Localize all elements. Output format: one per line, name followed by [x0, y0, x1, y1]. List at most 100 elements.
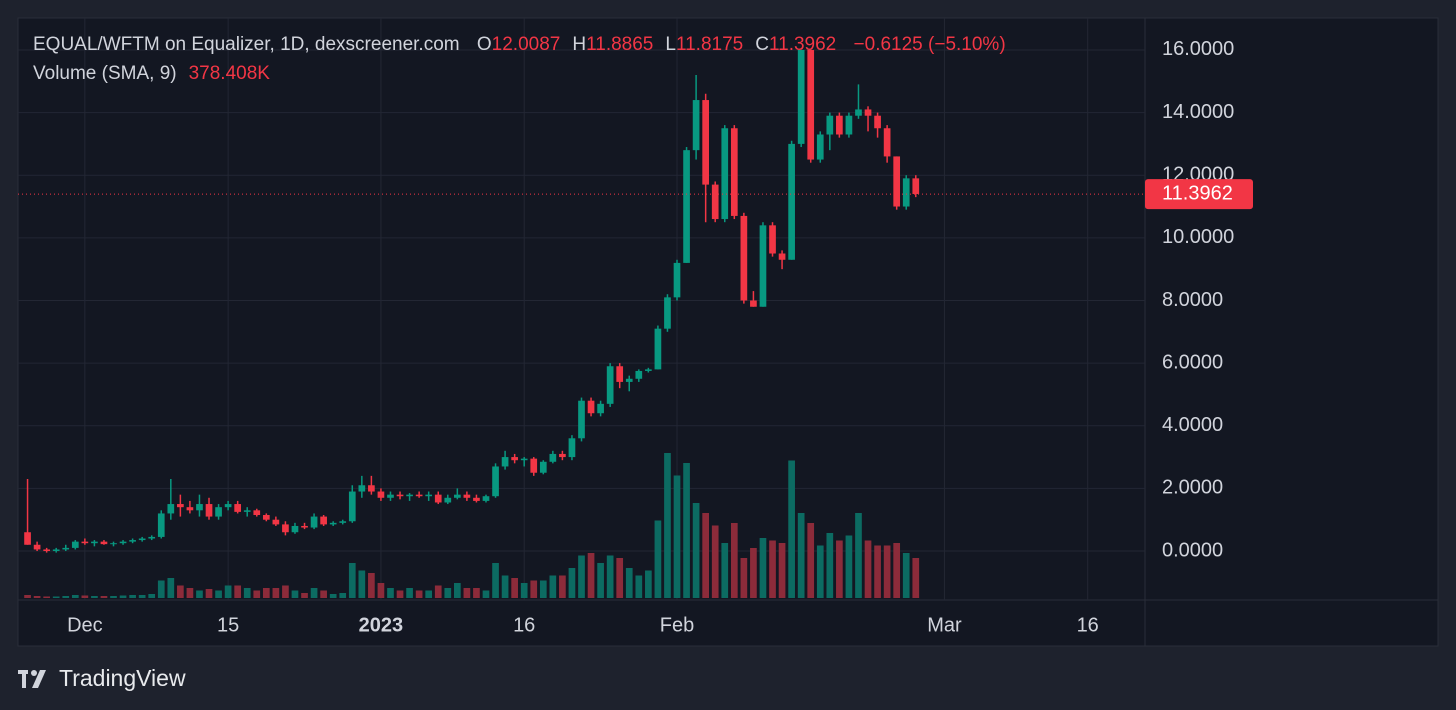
candle-body [912, 178, 920, 195]
candle-body [177, 504, 184, 508]
candle-body [100, 541, 108, 545]
candle-body [310, 516, 318, 528]
volume-bar [62, 596, 70, 598]
volume-bar [119, 595, 127, 598]
volume-bar [855, 513, 862, 598]
legend-label: O [476, 34, 492, 55]
volume-bar [721, 543, 729, 598]
candle-body [196, 504, 203, 511]
volume-bar [282, 585, 289, 598]
candle-body [62, 547, 70, 550]
candle-body [482, 496, 490, 501]
volume-bar [434, 585, 442, 598]
y-tick-label: 2.0000 [1162, 477, 1223, 499]
volume-bar [673, 475, 681, 598]
candle-body [549, 453, 557, 462]
x-tick-label: 2023 [359, 614, 404, 636]
volume-bar [406, 588, 413, 598]
legend-value: 11.8865 [586, 34, 654, 55]
legend-label: L [665, 34, 676, 55]
candle-body [215, 507, 222, 517]
candle-body [530, 458, 538, 473]
volume-bar [702, 513, 710, 598]
candle-body [387, 494, 394, 498]
candle-body [368, 485, 375, 492]
volume-bar [549, 575, 557, 598]
candle-body [234, 504, 242, 512]
candle-body [520, 458, 528, 461]
volume-bar [138, 595, 146, 598]
volume-bar [778, 543, 786, 598]
x-tick-label: Dec [67, 614, 103, 636]
volume-bar [606, 555, 614, 598]
candle-body [406, 494, 413, 497]
candle-body [664, 297, 671, 329]
volume-bar [387, 588, 394, 598]
x-tick-label: 16 [1077, 614, 1099, 636]
last-price-label: 11.3962 [1162, 182, 1233, 204]
candle-body [625, 378, 633, 382]
volume-bar [902, 553, 910, 598]
legend-line: EQUAL/WFTM on Equalizer, 1D, dexscreener… [33, 34, 1006, 56]
volume-bar [129, 595, 136, 598]
candle-body [148, 536, 156, 539]
volume-bar [358, 570, 366, 598]
candle-body [568, 438, 576, 458]
volume-bar [262, 588, 270, 598]
candle-body [807, 49, 815, 160]
candle-body [578, 400, 585, 439]
volume-bar [539, 580, 547, 598]
volume-sma: 378.408K [188, 63, 270, 84]
candle-body [253, 510, 261, 516]
volume-bar [425, 590, 433, 598]
candle-body [559, 453, 566, 458]
legend-value: 11.3962 [768, 34, 837, 55]
candle-body [463, 494, 471, 498]
volume-bar [348, 563, 356, 598]
brand: TradingView [59, 665, 186, 691]
volume-bar [740, 558, 748, 598]
candle-body [702, 100, 710, 185]
volume-bar [750, 548, 757, 598]
y-tick-label: 6.0000 [1162, 351, 1223, 373]
volume-bar [864, 540, 872, 598]
y-tick-label: 16.0000 [1162, 38, 1234, 60]
volume-bar [654, 520, 662, 598]
x-tick-label: Mar [927, 614, 962, 636]
y-tick-label: 4.0000 [1162, 414, 1223, 436]
volume-bar [396, 590, 404, 598]
volume-bar [320, 590, 327, 598]
volume-bar [253, 590, 261, 598]
candle-body [33, 544, 41, 550]
volume-bar [43, 596, 50, 598]
candle-body [52, 549, 60, 552]
candle-body [444, 497, 452, 503]
candle-body [119, 541, 127, 544]
volume-bar [893, 543, 901, 598]
candle-body [759, 225, 767, 307]
candle-body [262, 515, 270, 520]
volume-bar [100, 596, 108, 598]
candle-body [138, 538, 146, 541]
candle-body [301, 525, 308, 528]
candle-body [654, 328, 662, 370]
candle-body [157, 513, 165, 537]
candle-body [673, 262, 681, 298]
volume-bar [530, 580, 538, 598]
candle-body [291, 525, 299, 533]
volume-bar [501, 575, 509, 598]
candle-body [606, 366, 614, 404]
candle-body [711, 184, 719, 220]
volume-bar [578, 555, 585, 598]
volume-bar [769, 540, 776, 598]
volume-bar [33, 596, 41, 598]
volume-bar [453, 583, 461, 598]
candle-body [492, 466, 499, 497]
last-price-box [1145, 179, 1253, 210]
volume-bar [157, 580, 165, 598]
volume-bar [91, 596, 98, 598]
volume-bar [444, 588, 452, 598]
volume-bar [559, 575, 566, 598]
